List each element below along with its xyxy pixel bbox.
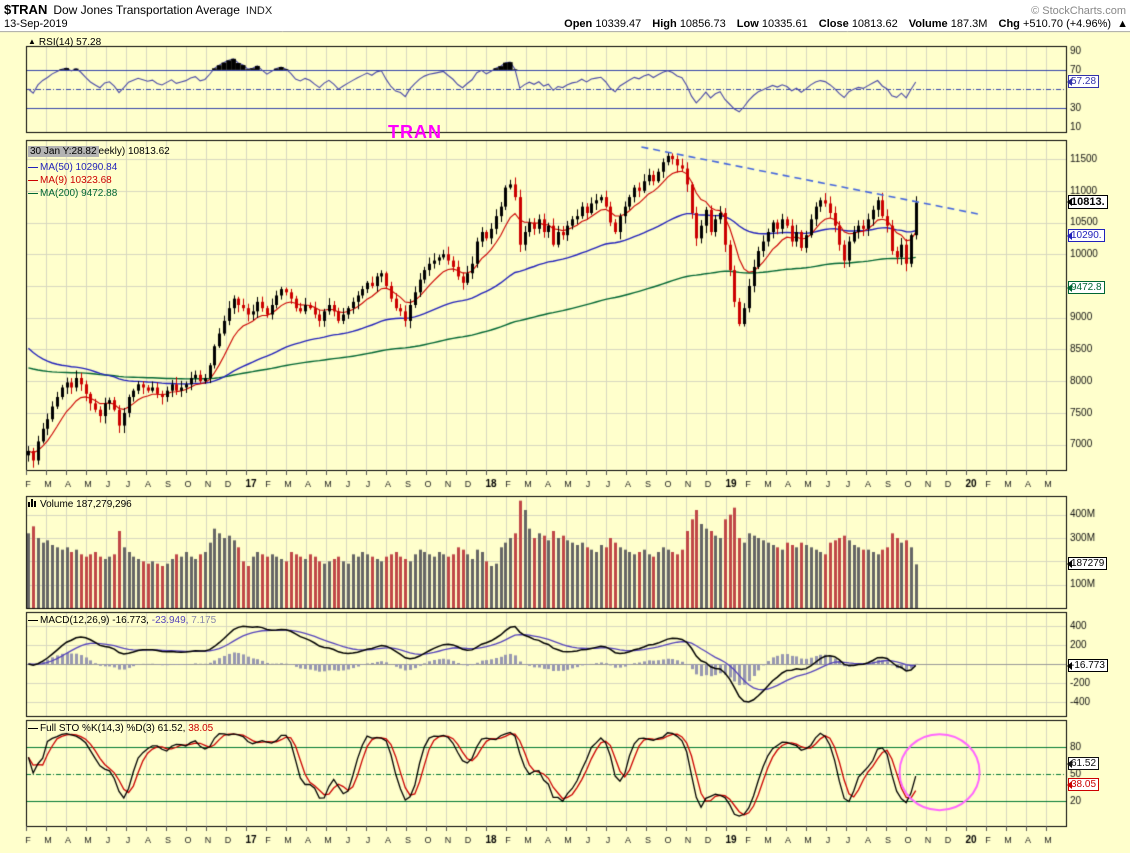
volume-value-box: 187279 [1068,557,1108,570]
ohlc-quote: Open 10339.47 High 10856.73 Low 10335.61… [556,18,1128,30]
ma200-line-icon: — [28,188,38,199]
sto-d-value: 38.05 [188,723,214,734]
rsi-legend: ▲ RSI(14) 57.28 [28,36,101,49]
symbol: $TRAN [4,2,48,17]
chart-date: 13-Sep-2019 [4,18,68,30]
macd-line-icon: — [28,615,38,626]
ma200-legend: — MA(200) 9472.88 [28,188,118,199]
sto-k-value-box: 61.52 [1068,757,1100,770]
stockcharts-credit-link[interactable]: © StockCharts.com [1031,5,1126,17]
chart-header: $TRAN Dow Jones Transportation Average I… [0,0,1130,31]
ma50-value-box: 10290. [1068,229,1105,242]
panel-toggle-icon[interactable]: ▲ [28,37,36,46]
quote-close: Close 10813.62 [818,18,898,30]
macd-value: -16.773, [112,615,149,626]
volume-bars-icon [28,499,36,507]
sto-k-value: 61.52, [157,723,186,734]
crosshair-tooltip: 30 Jan Y:28.82 [28,146,99,157]
sto-legend: — Full STO %K(14,3) %D(3) 61.52, 38.05 [28,723,214,734]
rsi-value-box: 57.28 [1068,75,1100,88]
exchange-label: INDX [245,5,273,17]
quote-change: Chg +510.70 (+4.96%) [998,18,1112,30]
macd-signal-value: -23.949, [151,615,189,626]
quote-open: Open 10339.47 [564,18,642,30]
symbol-name: Dow Jones Transportation Average [53,3,240,17]
macd-legend: — MACD(12,26,9) -16.773, -23.949, 7.175 [28,615,217,626]
quote-low: Low 10335.61 [736,18,808,30]
macd-hist-value: 7.175 [191,615,217,626]
ma9-line-icon: — [28,175,38,186]
price-close-box: 10813. [1068,195,1108,209]
sto-d-value-box: 38.05 [1068,778,1100,791]
macd-value-box: -16.773 [1068,659,1108,672]
tran-annotation: TRAN [388,122,442,142]
quote-high: High 10856.73 [652,18,726,30]
price-legend-line: 30 Jan Y:28.82 eekly) 10813.62 [28,146,170,158]
ma50-line-icon: — [28,162,38,173]
ma50-legend: — MA(50) 10290.84 [28,162,118,173]
price-legend-suffix: eekly) 10813.62 [98,146,170,157]
change-up-arrow: ▲ [1117,18,1128,30]
ma200-value-box: 9472.8 [1068,281,1105,294]
sto-line-icon: — [28,723,38,734]
rsi-legend-label: RSI(14) 57.28 [38,37,102,48]
volume-legend: Volume 187,279,296 [28,499,132,511]
ma9-legend: — MA(9) 10323.68 [28,175,112,186]
quote-volume: Volume 187.3M [908,18,988,30]
